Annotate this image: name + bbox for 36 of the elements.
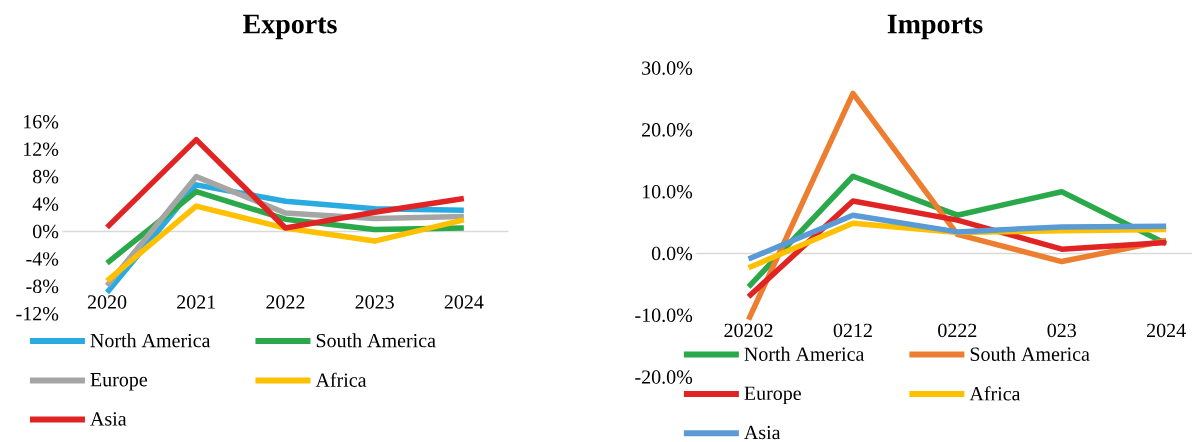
legend-label: Africa [969,386,1021,401]
y-tick-label: -10.0% [635,308,693,323]
y-tick-label: -4% [26,252,59,266]
y-tick-label: -20.0% [635,370,693,384]
legend-label: Africa [315,372,367,387]
y-tick-label: 4% [32,197,59,211]
x-tick-label: 2024 [444,295,484,309]
y-tick-label: 12% [24,142,59,156]
legend-label: Asia [90,412,127,426]
chart-title: Imports [887,14,983,40]
y-tick-label: 0% [33,224,59,239]
y-tick-label: 0.0% [651,246,693,261]
y-tick-label: 20.0% [642,123,693,137]
y-tick-label: -8% [26,279,59,294]
y-tick-label: 8% [33,169,59,184]
y-tick-label: 16% [24,115,59,129]
legend-label: North America [744,346,865,361]
x-tick-label: 2020 [87,295,127,309]
legend-label: South America [316,333,436,348]
x-tick-label: 2023 [355,295,394,309]
x-tick-label: 0212 [833,323,872,338]
y-tick-label: 10.0% [642,184,693,199]
x-tick-label: 2021 [177,295,216,309]
x-tick-label: 2024 [1147,323,1186,338]
chart-title: Exports [243,14,337,40]
x-tick-label: 0222 [938,323,977,338]
y-tick-label: 30.0% [642,61,693,75]
legend-label: Europe [744,386,801,405]
legend-label: Asia [744,425,781,440]
legend-label: South America [970,346,1090,361]
y-tick-label: -12% [16,306,59,321]
x-tick-label: 20202 [724,323,773,338]
legend-label: Europe [90,373,148,391]
x-tick-label: 023 [1047,323,1076,338]
legend-label: North America [90,333,211,348]
x-tick-label: 2022 [266,295,305,309]
